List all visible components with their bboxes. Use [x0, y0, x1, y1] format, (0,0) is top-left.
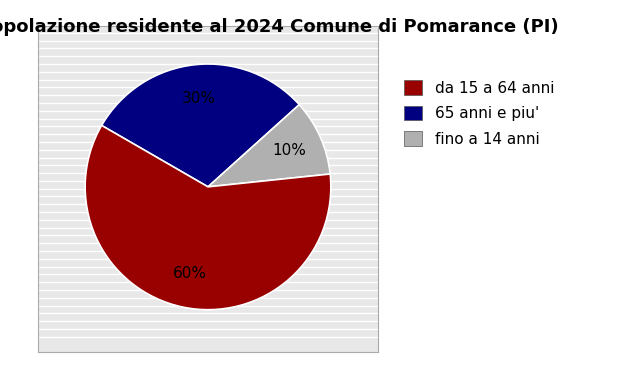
Wedge shape — [208, 105, 330, 187]
Text: 30%: 30% — [182, 91, 216, 107]
Wedge shape — [85, 125, 331, 310]
Text: Popolazione residente al 2024 Comune di Pomarance (PI): Popolazione residente al 2024 Comune di … — [0, 18, 559, 37]
Wedge shape — [102, 64, 300, 187]
Legend: da 15 a 64 anni, 65 anni e piu', fino a 14 anni: da 15 a 64 anni, 65 anni e piu', fino a … — [398, 74, 560, 153]
Text: 60%: 60% — [173, 266, 207, 281]
Text: 10%: 10% — [272, 144, 306, 158]
